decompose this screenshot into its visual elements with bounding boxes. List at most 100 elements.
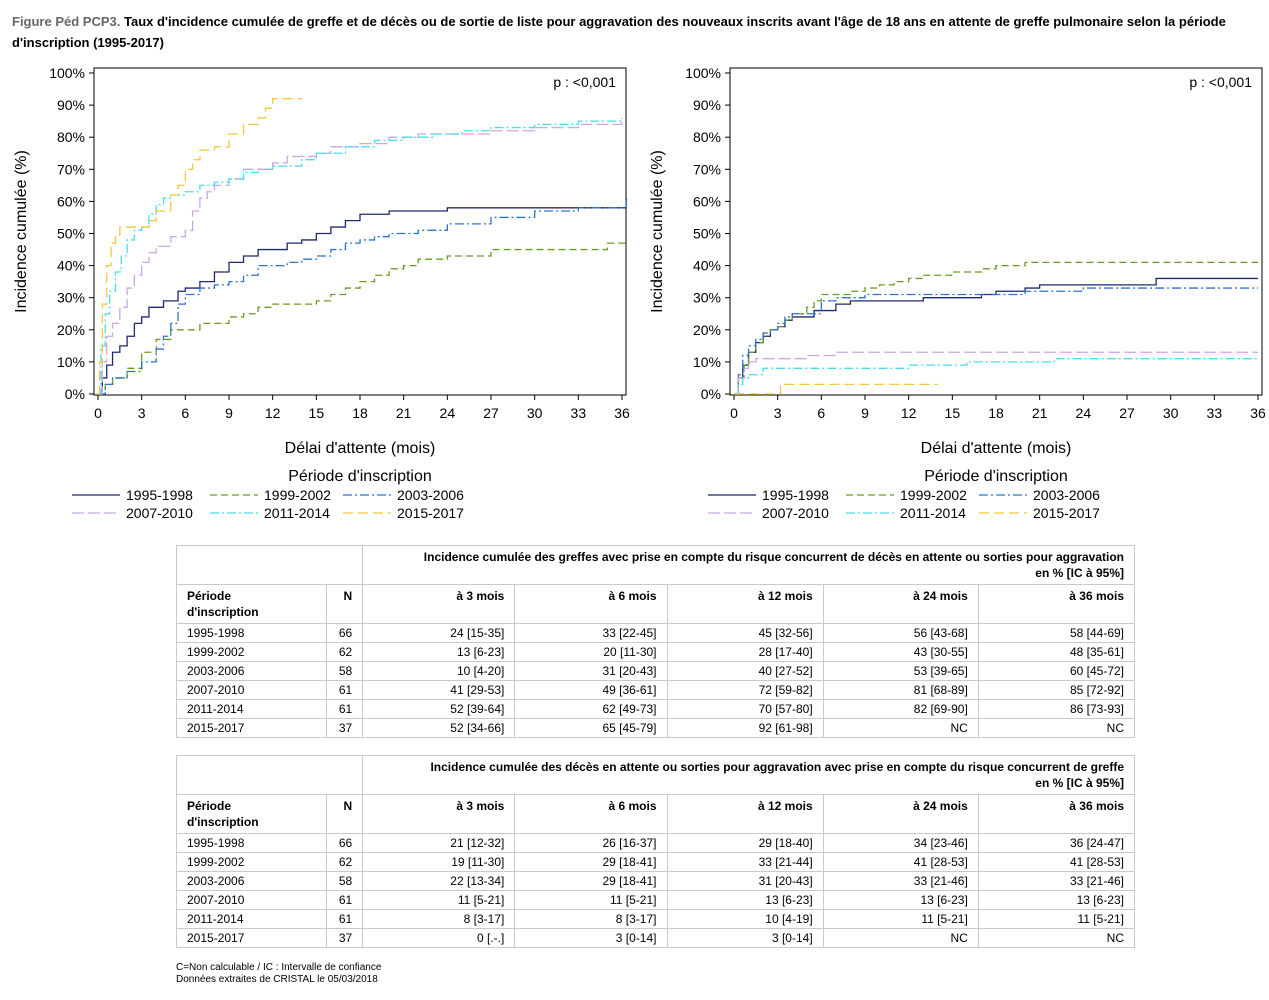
column-header: à 12 mois — [666, 584, 824, 624]
table-cell: 52 [34-66] — [362, 718, 516, 738]
table-cell: 72 [59-82] — [666, 680, 824, 700]
legend-entry: 1995-1998 — [762, 487, 829, 503]
legend-entry: 1995-1998 — [126, 487, 193, 503]
table-cell: NC — [822, 928, 979, 948]
table-cell: 10 [4-20] — [362, 661, 516, 681]
x-tick-label: 12 — [265, 405, 281, 421]
table-cell: 37 — [326, 928, 364, 948]
table-cell: 1995-1998 — [175, 623, 328, 643]
p-value-annotation: p : <0,001 — [1189, 74, 1252, 90]
table-cell: 41 [28-53] — [822, 852, 979, 872]
y-tick-label: 80% — [693, 129, 721, 145]
series-line-2015-2017 — [98, 98, 302, 395]
table-cell: 31 [20-43] — [666, 871, 824, 891]
table-cell: 29 [18-41] — [514, 871, 668, 891]
table-cell: 58 — [326, 661, 364, 681]
column-header: à 6 mois — [514, 584, 668, 624]
table-cell: 33 [22-45] — [514, 623, 668, 643]
table-cell: 2015-2017 — [175, 718, 328, 738]
table-cell: NC — [977, 718, 1136, 738]
y-tick-label: 0% — [65, 386, 85, 402]
table-cell: 61 — [326, 699, 364, 719]
table-cell: 11 [5-21] — [514, 890, 668, 910]
table-cell: 11 [5-21] — [822, 909, 979, 929]
x-tick-label: 30 — [527, 405, 543, 421]
y-tick-label: 50% — [693, 226, 721, 242]
table-cell: 66 — [326, 623, 364, 643]
table-row: 2003-2006 58 22 [13-34] 29 [18-41] 31 [20-43… — [175, 871, 1136, 891]
footnote-abbreviations: C=Non calculable / IC : Intervalle de co… — [176, 962, 382, 973]
series-line-2007-2010 — [734, 351, 1258, 395]
figure-label: Figure Péd PCP3. — [12, 14, 121, 29]
column-header: à 24 mois — [822, 584, 979, 624]
series-line-2003-2006 — [98, 198, 628, 395]
table-cell: 1999-2002 — [175, 852, 328, 872]
table-cell: 45 [32-56] — [666, 623, 824, 643]
table-cell: 65 [45-79] — [514, 718, 668, 738]
x-tick-label: 0 — [94, 405, 102, 421]
column-header: à 24 mois — [822, 794, 979, 834]
table-cell: 1999-2002 — [175, 642, 328, 662]
legend-title: Période d'inscription — [924, 468, 1068, 485]
table-row: 2011-2014 61 52 [39-64] 62 [49-73] 70 [57-80… — [175, 699, 1136, 719]
table-row: 1995-1998 66 24 [15-35] 33 [22-45] 45 [32-56… — [175, 623, 1136, 643]
table-cell: 29 [18-40] — [666, 833, 824, 853]
y-tick-label: 60% — [693, 193, 721, 209]
table-cell: 61 — [326, 680, 364, 700]
x-tick-label: 3 — [138, 405, 146, 421]
y-tick-label: 40% — [693, 258, 721, 274]
plot-frame — [93, 67, 627, 396]
table-caption: Incidence cumulée des décès en attente o… — [362, 755, 1135, 795]
figure-caption: Taux d'incidence cumulée de greffe et de… — [12, 14, 1226, 50]
table-cell: 62 — [326, 642, 364, 662]
table-cell: 20 [11-30] — [514, 642, 668, 662]
series-line-1995-1998 — [98, 198, 628, 395]
legend-entry: 2011-2014 — [900, 505, 966, 521]
table-cell: 19 [11-30] — [362, 852, 516, 872]
legend-entry: 2007-2010 — [126, 505, 193, 521]
y-tick-label: 90% — [693, 97, 721, 113]
table-cell: 48 [35-61] — [977, 642, 1136, 662]
x-tick-label: 9 — [225, 405, 233, 421]
table-cell: 33 [21-44] — [666, 852, 824, 872]
table-cell: 36 [24-47] — [977, 833, 1136, 853]
column-header: à 3 mois — [362, 584, 516, 624]
legend-entry: 1999-2002 — [264, 487, 331, 503]
table-cell: 33 [21-46] — [977, 871, 1136, 891]
table-cell: 53 [39-65] — [822, 661, 979, 681]
table-cell: 11 [5-21] — [362, 890, 516, 910]
table-cell: 2007-2010 — [175, 890, 328, 910]
x-tick-label: 33 — [1207, 405, 1223, 421]
column-header: Période d'inscription — [175, 584, 328, 624]
table-cell: 2003-2006 — [175, 871, 328, 891]
column-header: N — [326, 794, 364, 834]
x-tick-label: 21 — [1032, 405, 1048, 421]
footnote-source: Données extraites de CRISTAL le 05/03/20… — [176, 974, 378, 985]
table-cell: 82 [69-90] — [822, 699, 979, 719]
corner-cell — [175, 545, 364, 585]
table-cell: 34 [23-46] — [822, 833, 979, 853]
column-header: à 36 mois — [977, 794, 1136, 834]
p-value-annotation: p : <0,001 — [553, 74, 616, 90]
table-cell: 66 — [326, 833, 364, 853]
column-header: à 6 mois — [514, 794, 668, 834]
series-line-2011-2014 — [98, 117, 623, 395]
table-cell: 22 [13-34] — [362, 871, 516, 891]
table-cell: 41 [28-53] — [977, 852, 1136, 872]
table-cell: 13 [6-23] — [666, 890, 824, 910]
y-tick-label: 60% — [57, 193, 85, 209]
x-tick-label: 0 — [730, 405, 738, 421]
legend-entry: 1999-2002 — [900, 487, 967, 503]
y-tick-label: 10% — [693, 354, 721, 370]
table-cell: 29 [18-41] — [514, 852, 668, 872]
table-row: 2007-2010 61 41 [29-53] 49 [36-61] 72 [59-82… — [175, 680, 1136, 700]
x-tick-label: 27 — [483, 405, 499, 421]
table-cell: 86 [73-93] — [977, 699, 1136, 719]
x-tick-label: 12 — [901, 405, 917, 421]
table-cell: 13 [6-23] — [822, 890, 979, 910]
table-cell: 60 [45-72] — [977, 661, 1136, 681]
table-cell: 40 [27-52] — [666, 661, 824, 681]
table-cell: 2011-2014 — [175, 699, 328, 719]
x-tick-label: 36 — [614, 405, 630, 421]
y-tick-label: 90% — [57, 97, 85, 113]
